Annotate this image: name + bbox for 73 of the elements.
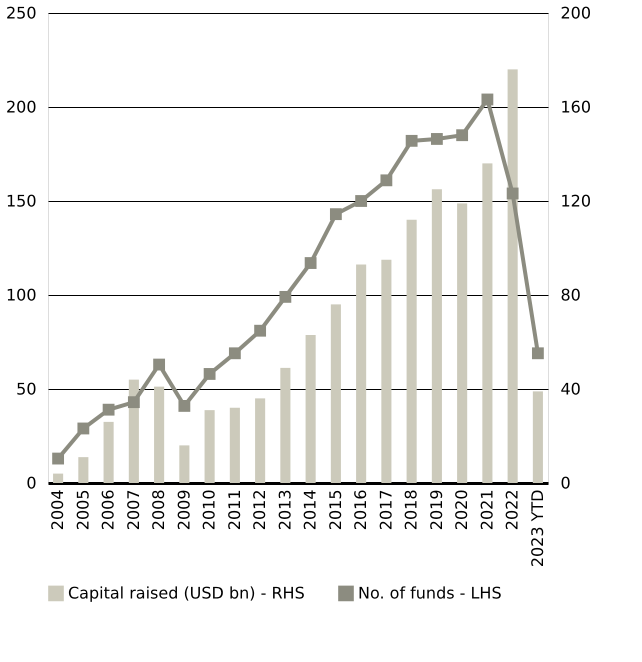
bar [255, 398, 266, 483]
bar [330, 304, 341, 483]
bar [154, 386, 164, 483]
bar [356, 264, 366, 483]
bar [532, 391, 543, 483]
x-tick-label: 2021 [477, 490, 496, 530]
y2-tick-label: 80 [560, 286, 581, 304]
point [279, 290, 292, 303]
point [430, 133, 443, 145]
x-tick-label: 2008 [149, 490, 168, 530]
bar [230, 408, 240, 483]
y2-tick-label: 200 [560, 4, 592, 22]
legend-label: Capital raised (USD bn) - RHS [68, 583, 305, 602]
y2-tick-label: 0 [560, 474, 571, 492]
point [532, 347, 544, 360]
x-tick-label: 2020 [452, 490, 472, 530]
x-tick-label: 2018 [402, 490, 421, 530]
bar [482, 163, 492, 483]
x-tick-label: 2004 [48, 490, 68, 530]
y-tick-label: 50 [16, 380, 36, 398]
bar [432, 189, 442, 483]
point [102, 404, 115, 416]
x-tick-label: 2010 [200, 490, 219, 530]
point [380, 174, 392, 186]
x-tick-label: 2016 [351, 490, 370, 530]
point [52, 452, 64, 464]
x-tick-label: 2022 [502, 490, 522, 530]
bar [78, 457, 88, 483]
bar [457, 203, 468, 483]
y2-tick-label: 120 [560, 192, 592, 210]
point [228, 347, 241, 360]
point [506, 188, 519, 200]
point [77, 422, 90, 434]
y2-tick-label: 160 [560, 98, 592, 116]
bar [179, 445, 190, 483]
x-tick-label: 2017 [376, 490, 396, 530]
point [304, 257, 317, 269]
x-tick-label: 2007 [124, 490, 143, 530]
bar [204, 410, 215, 483]
point [456, 129, 468, 142]
y-tick-label: 200 [6, 98, 36, 116]
x-tick-label: 2015 [326, 490, 345, 530]
x-tick-label: 2014 [300, 490, 320, 530]
point [153, 358, 166, 370]
bar [104, 422, 114, 483]
y2-tick-label: 40 [560, 380, 581, 398]
bar [406, 220, 417, 483]
point [178, 400, 190, 412]
point [355, 195, 368, 207]
legend-label: No. of funds - LHS [358, 583, 502, 602]
x-tick-label: 2023 YTD [528, 490, 547, 568]
x-tick-label: 2006 [98, 490, 118, 530]
y-tick-label: 100 [6, 286, 36, 304]
point [330, 208, 342, 220]
bar [381, 260, 392, 483]
x-tick-label: 2011 [224, 490, 244, 530]
point [128, 396, 140, 408]
point [481, 94, 494, 106]
x-tick-label: 2005 [73, 490, 92, 530]
x-tick-label: 2013 [275, 490, 294, 530]
bar [508, 69, 518, 483]
bar [306, 334, 316, 483]
y-tick-label: 150 [6, 192, 36, 210]
y-tick-label: 0 [26, 474, 36, 492]
x-tick-label: 2009 [174, 490, 194, 530]
bar [53, 474, 64, 483]
point [204, 368, 216, 380]
bar [280, 368, 290, 483]
point [254, 324, 266, 337]
x-tick-label: 2019 [426, 490, 446, 530]
y-tick-label: 250 [6, 4, 36, 22]
x-tick-label: 2012 [250, 490, 270, 530]
point [406, 134, 418, 147]
